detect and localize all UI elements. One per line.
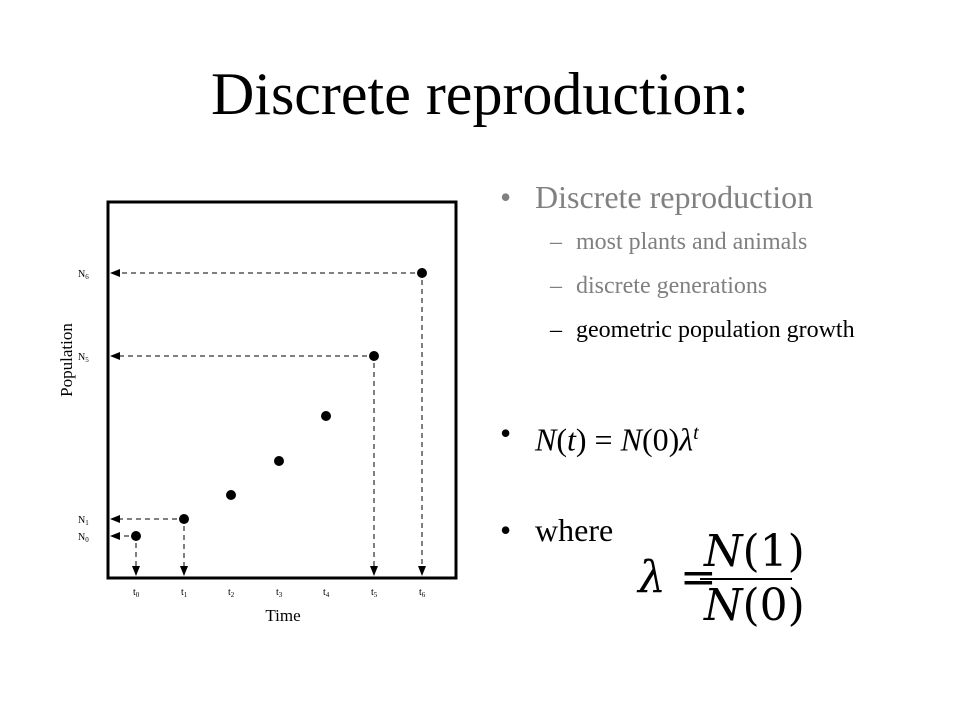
y-tick-label: N6	[78, 269, 89, 281]
y-axis-label: Population	[57, 323, 76, 397]
fraction-numerator: N(1)	[704, 526, 805, 577]
data-point	[321, 411, 331, 421]
bullet-dot: •	[500, 511, 512, 548]
data-point	[226, 490, 236, 500]
x-tick-label: t6	[419, 587, 426, 599]
y-tick-label: N1	[78, 515, 89, 527]
bullet-dash: –	[550, 229, 562, 255]
x-tick-label: t1	[181, 587, 188, 599]
x-tick-label: t2	[228, 587, 235, 599]
bullet-dash: –	[550, 273, 562, 299]
fraction-bar	[700, 578, 792, 580]
plot-frame	[106, 200, 458, 580]
x-tick-label: t4	[323, 587, 330, 599]
y-tick-label: N0	[78, 532, 89, 544]
sub-bullet-label: most plants and animals	[576, 229, 808, 255]
lambda-definition: λ = N(1) N(0)	[638, 526, 805, 631]
population-growth-figure: N6 N5 N1 N0 t0 t1 t2 t3 t4 t5 t6 Population Time	[50, 195, 462, 627]
data-point	[417, 268, 427, 278]
sub-bullet-label: geometric population growth	[576, 317, 855, 343]
sub-bullet-plants-animals: – most plants and animals	[500, 227, 940, 257]
y-tick-label: N5	[78, 352, 89, 364]
bullet-dot: •	[500, 415, 512, 451]
data-point	[179, 514, 189, 524]
slide-title: Discrete reproduction:	[210, 61, 750, 127]
bullet-dash: –	[550, 317, 562, 343]
data-point	[274, 456, 284, 466]
bullet-discrete-reproduction: • Discrete reproduction	[500, 175, 940, 219]
fraction-denominator: N(0)	[704, 580, 805, 631]
sub-bullet-discrete-generations: – discrete generations	[500, 271, 940, 301]
bullet-label: Discrete reproduction	[535, 179, 814, 215]
where-label: where	[535, 511, 614, 548]
bullet-growth-equation: • N(t) = N(0)λt	[500, 411, 940, 462]
bullet-dot: •	[500, 179, 512, 215]
sub-bullet-geometric-growth: – geometric population growth	[500, 315, 940, 345]
x-axis-label: Time	[265, 606, 300, 625]
x-tick-label: t3	[276, 587, 283, 599]
data-point	[369, 351, 379, 361]
x-tick-label: t0	[133, 587, 140, 599]
x-tick-label: t5	[371, 587, 378, 599]
sub-bullet-label: discrete generations	[576, 273, 768, 299]
bullet-where: • where	[500, 508, 940, 552]
data-point	[131, 531, 141, 541]
bullet-list: • Discrete reproduction – most plants an…	[500, 175, 940, 552]
